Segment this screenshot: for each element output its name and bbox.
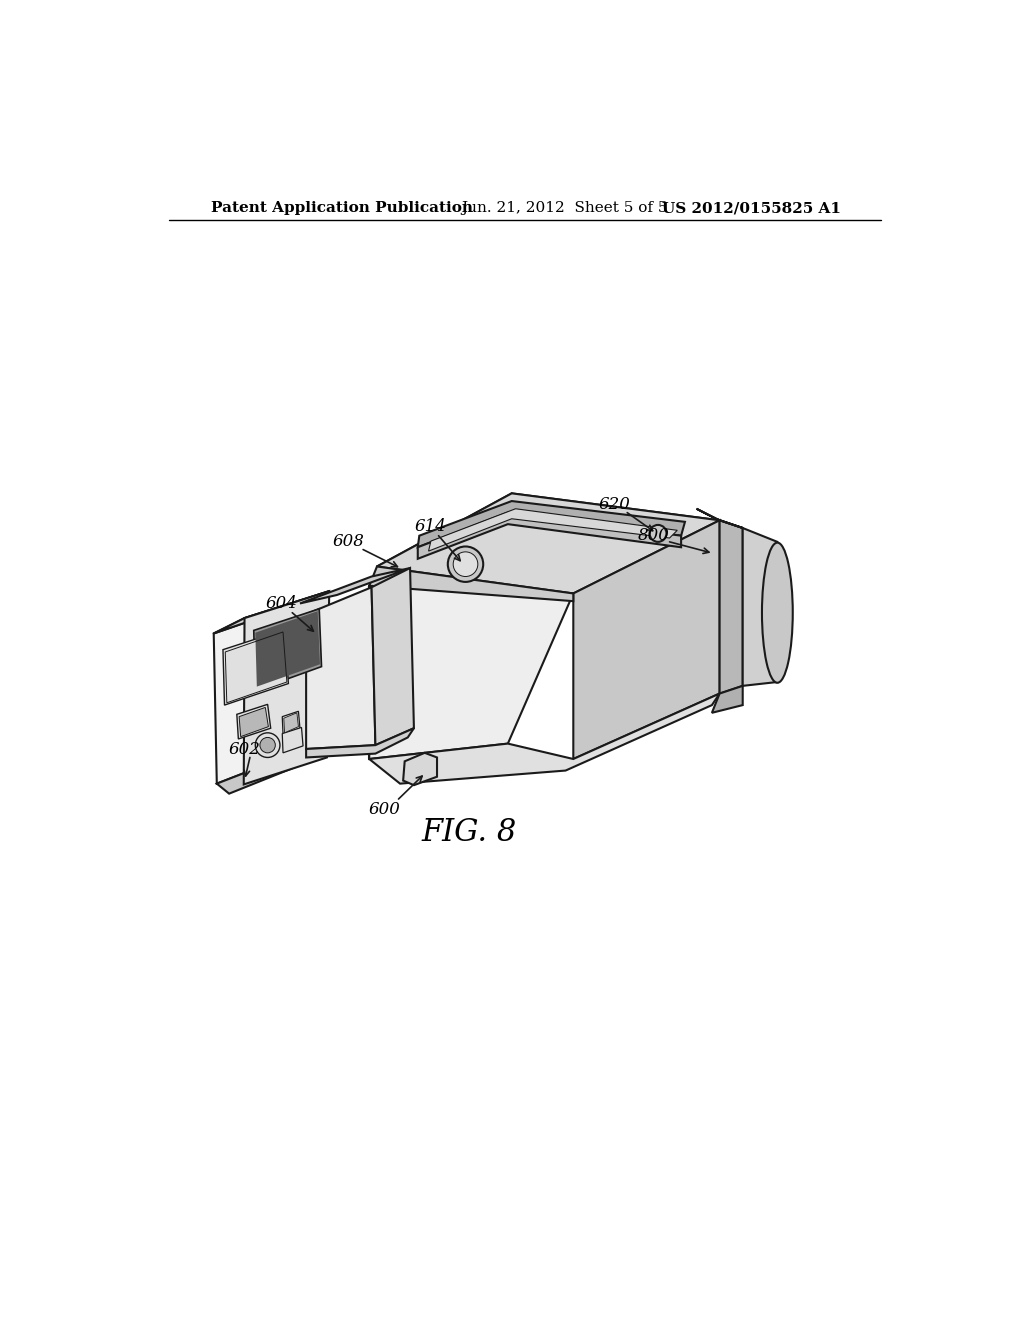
Polygon shape — [300, 568, 410, 603]
Polygon shape — [288, 635, 303, 664]
Text: Jun. 21, 2012  Sheet 5 of 5: Jun. 21, 2012 Sheet 5 of 5 — [462, 202, 669, 215]
Polygon shape — [254, 609, 322, 690]
Polygon shape — [720, 520, 742, 693]
Polygon shape — [370, 693, 720, 784]
Circle shape — [447, 546, 483, 582]
Polygon shape — [696, 508, 742, 528]
Circle shape — [260, 738, 275, 752]
Text: FIG. 8: FIG. 8 — [422, 817, 517, 847]
Text: 602: 602 — [228, 742, 260, 758]
Polygon shape — [284, 713, 298, 733]
Text: 600: 600 — [369, 800, 400, 817]
Text: 604: 604 — [265, 595, 297, 612]
Text: 800: 800 — [638, 527, 670, 544]
Polygon shape — [255, 611, 319, 686]
Text: 608: 608 — [333, 533, 365, 550]
Polygon shape — [370, 586, 573, 759]
Circle shape — [454, 552, 478, 577]
Polygon shape — [240, 708, 268, 737]
Polygon shape — [283, 727, 303, 752]
Circle shape — [649, 525, 667, 543]
Polygon shape — [214, 591, 330, 634]
Text: US 2012/0155825 A1: US 2012/0155825 A1 — [662, 202, 841, 215]
Ellipse shape — [762, 543, 793, 682]
Polygon shape — [223, 630, 289, 705]
Polygon shape — [306, 729, 414, 758]
Polygon shape — [237, 705, 270, 739]
Polygon shape — [403, 752, 437, 785]
Polygon shape — [372, 568, 414, 744]
Polygon shape — [370, 566, 573, 601]
Polygon shape — [573, 520, 720, 759]
Polygon shape — [217, 748, 319, 793]
Polygon shape — [742, 528, 777, 686]
Polygon shape — [306, 587, 376, 748]
Polygon shape — [283, 711, 300, 734]
Text: Patent Application Publication: Patent Application Publication — [211, 202, 473, 215]
Polygon shape — [418, 512, 681, 558]
Text: 620: 620 — [598, 496, 630, 513]
Polygon shape — [244, 591, 330, 784]
Polygon shape — [712, 686, 742, 713]
Circle shape — [255, 733, 280, 758]
Polygon shape — [429, 508, 677, 552]
Polygon shape — [214, 603, 306, 784]
Polygon shape — [377, 494, 720, 594]
Text: 614: 614 — [415, 517, 446, 535]
Polygon shape — [418, 502, 685, 548]
